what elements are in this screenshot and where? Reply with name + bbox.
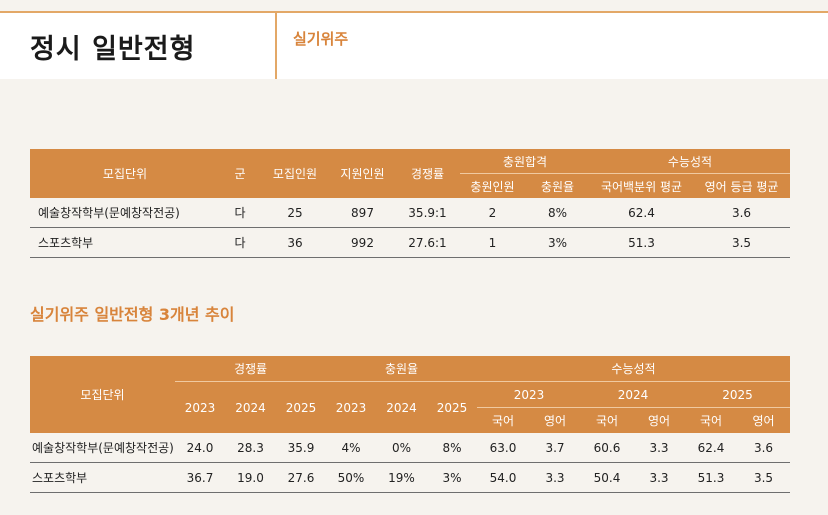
header-ratio-2024: 2024 <box>225 381 276 433</box>
header-divider <box>275 13 277 79</box>
table-row: 예술창작학부(문예창작전공) 다 25 897 35.9:1 2 8% 62.4… <box>30 198 790 228</box>
header-ratio: 경쟁률 <box>175 356 326 382</box>
cell-korean: 51.3 <box>590 227 693 258</box>
header-fill-2023: 2023 <box>326 381 376 433</box>
cell-applicants: 992 <box>330 227 395 258</box>
cell-unit: 예술창작학부(문예창작전공) <box>30 198 220 228</box>
header-ratio: 경쟁률 <box>395 149 460 198</box>
cell-english: 3.6 <box>693 198 790 228</box>
table-row: 예술창작학부(문예창작전공) 24.0 28.3 35.9 4% 0% 8% 6… <box>30 433 790 463</box>
cell-unit: 스포츠학부 <box>30 462 175 493</box>
header-exam-group: 수능성적 <box>590 149 790 174</box>
cell-fill-rate: 8% <box>525 198 590 228</box>
table-row: 스포츠학부 다 36 992 27.6:1 1 3% 51.3 3.5 <box>30 227 790 258</box>
header-english-2023: 영어 <box>529 407 581 433</box>
cell-ratio: 27.6:1 <box>395 227 460 258</box>
cell-fill-count: 1 <box>460 227 525 258</box>
header-ratio-2023: 2023 <box>175 381 225 433</box>
page-header: 정시 일반전형 실기위주 <box>0 13 828 79</box>
cell-korean: 60.6 <box>581 433 633 463</box>
header-korean-2023: 국어 <box>477 407 529 433</box>
header-exam-2024: 2024 <box>581 381 685 408</box>
cell-english: 3.3 <box>529 462 581 493</box>
cell-ratio: 35.9 <box>276 433 326 463</box>
header-english: 영어 등급 평균 <box>693 173 790 198</box>
cell-group: 다 <box>220 198 260 228</box>
header-english-2024: 영어 <box>633 407 685 433</box>
cell-english: 3.5 <box>737 462 790 493</box>
cell-korean: 50.4 <box>581 462 633 493</box>
cell-english: 3.3 <box>633 433 685 463</box>
header-unit: 모집단위 <box>30 356 175 433</box>
header-korean-2024: 국어 <box>581 407 633 433</box>
header-quota: 모집인원 <box>260 149 330 198</box>
header-fill-group: 충원합격 <box>460 149 590 174</box>
cell-ratio: 27.6 <box>276 462 326 493</box>
cell-korean: 62.4 <box>590 198 693 228</box>
cell-korean: 62.4 <box>685 433 737 463</box>
cell-korean: 54.0 <box>477 462 529 493</box>
header-korean: 국어백분위 평균 <box>590 173 693 198</box>
cell-fill-rate: 19% <box>376 462 427 493</box>
cell-english: 3.7 <box>529 433 581 463</box>
cell-unit: 스포츠학부 <box>30 227 220 258</box>
cell-korean: 51.3 <box>685 462 737 493</box>
header-group: 군 <box>220 149 260 198</box>
cell-fill-rate: 8% <box>427 433 477 463</box>
cell-applicants: 897 <box>330 198 395 228</box>
header-korean-2025: 국어 <box>685 407 737 433</box>
cell-quota: 25 <box>260 198 330 228</box>
header-fill-2024: 2024 <box>376 381 427 433</box>
page-subtitle: 실기위주 <box>293 30 349 48</box>
cell-ratio: 28.3 <box>225 433 276 463</box>
three-year-trend-table: 모집단위 경쟁률 충원율 수능성적 2023 2024 2025 2023 20… <box>30 356 790 493</box>
cell-english: 3.6 <box>737 433 790 463</box>
section-title: 실기위주 일반전형 3개년 추이 <box>30 305 235 324</box>
cell-english: 3.5 <box>693 227 790 258</box>
cell-ratio: 35.9:1 <box>395 198 460 228</box>
cell-group: 다 <box>220 227 260 258</box>
header-fill-2025: 2025 <box>427 381 477 433</box>
cell-quota: 36 <box>260 227 330 258</box>
cell-unit: 예술창작학부(문예창작전공) <box>30 433 175 463</box>
header-ratio-2025: 2025 <box>276 381 326 433</box>
header-unit: 모집단위 <box>30 149 220 198</box>
header-exam-2025: 2025 <box>685 381 790 408</box>
header-exam-2023: 2023 <box>477 381 581 408</box>
top-accent-line <box>0 11 828 13</box>
cell-fill-count: 2 <box>460 198 525 228</box>
table-row: 스포츠학부 36.7 19.0 27.6 50% 19% 3% 54.0 3.3… <box>30 462 790 493</box>
cell-ratio: 24.0 <box>175 433 225 463</box>
cell-ratio: 19.0 <box>225 462 276 493</box>
admission-results-table: 모집단위 군 모집인원 지원인원 경쟁률 충원합격 수능성적 충원인원 충원율 … <box>30 149 790 258</box>
cell-fill-rate: 4% <box>326 433 376 463</box>
header-english-2025: 영어 <box>737 407 790 433</box>
header-exam: 수능성적 <box>477 356 790 382</box>
cell-fill-rate: 3% <box>525 227 590 258</box>
cell-fill-rate: 0% <box>376 433 427 463</box>
cell-fill-rate: 3% <box>427 462 477 493</box>
cell-english: 3.3 <box>633 462 685 493</box>
header-fill-rate: 충원율 <box>326 356 477 382</box>
header-applicants: 지원인원 <box>330 149 395 198</box>
cell-ratio: 36.7 <box>175 462 225 493</box>
header-fill-rate: 충원율 <box>525 173 590 198</box>
page-title: 정시 일반전형 <box>30 34 196 65</box>
header-fill-count: 충원인원 <box>460 173 525 198</box>
cell-fill-rate: 50% <box>326 462 376 493</box>
cell-korean: 63.0 <box>477 433 529 463</box>
